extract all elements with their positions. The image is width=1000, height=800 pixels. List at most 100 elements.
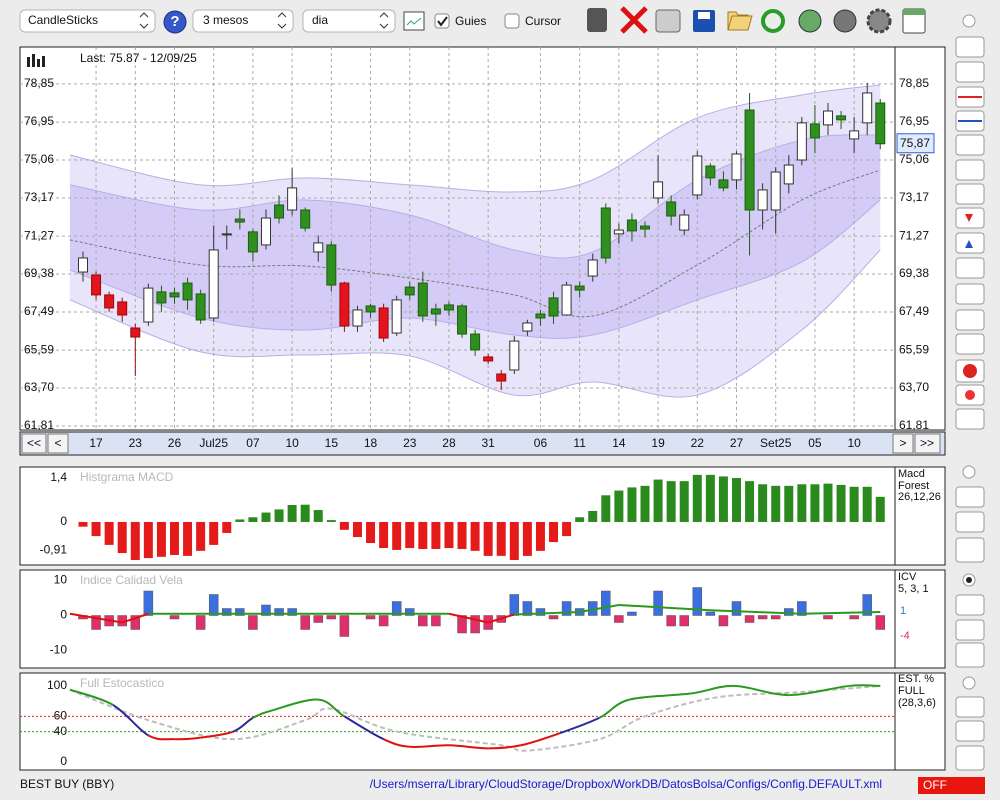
stochastic-segment <box>69 688 114 706</box>
candle-body <box>783 164 794 185</box>
chart-window-icon[interactable] <box>403 11 425 31</box>
tool[interactable] <box>955 183 985 205</box>
stochastic-segment <box>232 717 254 733</box>
y-tick-label: 63,70 <box>899 380 929 394</box>
next-button[interactable] <box>892 433 914 454</box>
y-tick-label: -0,91 <box>40 543 68 557</box>
icon-glyph <box>42 56 45 67</box>
y-tick-label: 71,27 <box>899 228 929 242</box>
plots: 78,85 78,85 76,95 76,95 75,06 75,06 73,17 73,17… <box>20 47 935 768</box>
tool[interactable] <box>955 134 985 156</box>
tool[interactable] <box>955 619 985 641</box>
tool[interactable] <box>955 537 985 563</box>
candle-body <box>117 301 128 316</box>
y-tick-label: 76,95 <box>899 114 929 128</box>
stochastic-segment <box>112 704 149 737</box>
camera-icon[interactable] <box>655 9 681 33</box>
guides-checkbox[interactable] <box>434 13 450 29</box>
tool[interactable] <box>955 486 985 508</box>
candle-body <box>313 242 324 253</box>
macd-bar <box>718 476 728 522</box>
prev-button[interactable] <box>47 433 69 454</box>
legend-text: 5, 3, 1 <box>898 583 929 595</box>
icv-bar <box>91 615 101 630</box>
macd-bar <box>875 496 885 522</box>
stochastic-segment <box>848 684 881 687</box>
radio[interactable] <box>962 676 976 690</box>
period-select[interactable] <box>192 9 294 33</box>
stochastic-segment <box>559 716 600 735</box>
last-price-box <box>896 133 935 154</box>
icv-bar <box>195 615 206 630</box>
mode-indicator[interactable] <box>918 777 985 794</box>
x-tick-label: 19 <box>651 436 665 450</box>
y-tick-label: 63,70 <box>24 380 54 394</box>
macd-bar <box>588 510 598 522</box>
radio[interactable] <box>962 465 976 479</box>
tool[interactable] <box>955 696 985 718</box>
macd-bar <box>235 519 245 522</box>
candle-body <box>378 307 389 339</box>
zoom-tool[interactable] <box>955 36 985 58</box>
chart-type-select[interactable] <box>19 9 156 33</box>
macd-bar <box>771 485 781 522</box>
tool[interactable] <box>955 642 985 668</box>
legend-text: Forest <box>898 480 929 492</box>
euro-icon[interactable] <box>833 9 857 33</box>
icv-bar <box>784 608 794 616</box>
tool[interactable] <box>955 720 985 742</box>
currency-icon[interactable] <box>798 9 822 33</box>
tool[interactable] <box>955 309 985 331</box>
first-button[interactable] <box>21 433 47 454</box>
icv-bar <box>757 615 768 620</box>
last-button[interactable] <box>914 433 941 454</box>
macd-bar <box>117 521 127 554</box>
radio[interactable] <box>962 14 976 28</box>
cursor-checkbox[interactable] <box>504 13 520 29</box>
interval-select[interactable] <box>302 9 396 33</box>
stochastic-segment <box>690 684 734 695</box>
tool[interactable] <box>955 408 985 430</box>
macd-bar <box>535 521 545 551</box>
tool[interactable] <box>955 745 985 771</box>
tool[interactable] <box>955 283 985 305</box>
config-path[interactable]: /Users/mserra/Library/CloudStorage/Dropb… <box>370 777 882 791</box>
macd-bar <box>261 512 271 522</box>
help-button[interactable] <box>163 10 187 34</box>
checkmark <box>437 16 448 27</box>
open-icon[interactable] <box>727 11 753 31</box>
candle-body <box>365 305 376 313</box>
x-tick-label: 31 <box>481 436 495 450</box>
x-tick-label: 10 <box>847 436 861 450</box>
tool[interactable] <box>955 511 985 533</box>
settings-icon[interactable] <box>866 8 892 34</box>
date-navigator[interactable] <box>19 431 946 456</box>
candle-body <box>862 92 873 124</box>
trash-icon[interactable] <box>587 8 607 32</box>
tool[interactable] <box>955 594 985 616</box>
candle-body <box>457 305 468 335</box>
tool[interactable] <box>955 257 985 279</box>
radio-dot <box>966 577 972 583</box>
icv-bar <box>365 615 376 620</box>
macd-bar <box>339 521 349 530</box>
tool[interactable] <box>955 159 985 181</box>
macd-bar <box>143 521 153 559</box>
y-tick-label: 67,49 <box>24 304 54 318</box>
candle-body <box>143 287 154 323</box>
icv-bar <box>653 590 663 616</box>
candle-body <box>535 313 546 319</box>
macd-bar <box>575 517 585 522</box>
select-arrows <box>139 12 149 29</box>
macd-bar <box>352 521 362 538</box>
refresh-icon[interactable] <box>761 9 785 33</box>
tool[interactable] <box>955 333 985 355</box>
macd-bar <box>300 504 310 522</box>
macd-bar <box>248 517 258 522</box>
candle-body <box>679 214 690 231</box>
delete-icon[interactable] <box>620 6 648 34</box>
tool[interactable] <box>955 61 985 83</box>
icv-bar <box>405 608 415 616</box>
macd-bar <box>509 521 519 560</box>
stochastic-panel <box>19 672 946 771</box>
